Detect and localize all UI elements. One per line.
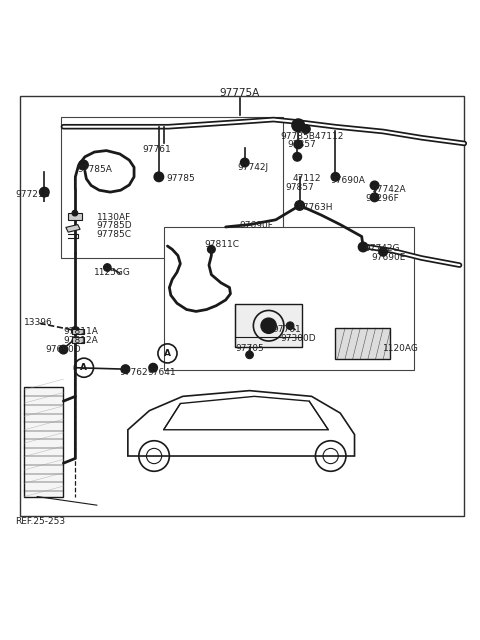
Text: 97761: 97761 [142, 145, 171, 154]
Text: 1120AG: 1120AG [383, 344, 419, 353]
Circle shape [39, 188, 49, 197]
Text: 97690A: 97690A [331, 176, 366, 185]
Bar [68, 213, 82, 220]
Circle shape [331, 173, 340, 181]
Bar [72, 337, 84, 343]
Text: 97811C: 97811C [204, 240, 239, 249]
Text: A: A [164, 349, 171, 358]
Circle shape [121, 365, 130, 374]
Circle shape [59, 346, 68, 354]
Text: 97296F: 97296F [365, 194, 399, 203]
Circle shape [359, 242, 368, 252]
Text: 97785: 97785 [166, 174, 195, 183]
Text: 97690D: 97690D [45, 345, 81, 354]
Circle shape [295, 201, 304, 210]
Text: 97701: 97701 [273, 325, 301, 334]
Circle shape [292, 119, 304, 131]
Text: 97641: 97641 [147, 368, 176, 377]
Text: 97300D: 97300D [281, 333, 316, 342]
Bar [21, 96, 464, 516]
Text: 97857: 97857 [285, 183, 314, 192]
Polygon shape [128, 390, 355, 456]
Bar [235, 304, 302, 348]
Circle shape [79, 160, 88, 170]
Text: 13396: 13396 [24, 318, 53, 327]
Circle shape [154, 172, 164, 182]
Text: 97785B47112: 97785B47112 [281, 132, 344, 141]
Text: 97785C: 97785C [97, 230, 132, 239]
Polygon shape [66, 225, 80, 232]
Bar [72, 328, 84, 334]
Circle shape [293, 152, 301, 161]
Circle shape [294, 140, 302, 148]
Text: 97785D: 97785D [97, 221, 132, 230]
Text: 97690F: 97690F [239, 221, 273, 230]
Text: 97742J: 97742J [238, 163, 269, 172]
Circle shape [207, 246, 215, 253]
Bar [336, 328, 390, 359]
Text: 47112: 47112 [292, 174, 321, 183]
Polygon shape [164, 396, 328, 430]
Text: 97857: 97857 [288, 140, 316, 149]
Circle shape [72, 210, 78, 216]
Circle shape [370, 181, 379, 189]
Text: 97690E: 97690E [371, 253, 406, 262]
Circle shape [286, 322, 294, 330]
Circle shape [379, 248, 387, 256]
Circle shape [240, 158, 249, 167]
Text: 97775A: 97775A [220, 88, 260, 99]
Circle shape [261, 318, 276, 333]
Circle shape [149, 364, 157, 372]
Text: 1125GG: 1125GG [95, 268, 132, 276]
Bar [164, 227, 414, 370]
Text: A: A [81, 364, 87, 372]
Text: 97812A: 97812A [63, 336, 98, 345]
Text: 1130AF: 1130AF [97, 213, 131, 222]
Bar [61, 117, 283, 258]
Circle shape [246, 351, 253, 358]
Text: 97763H: 97763H [297, 204, 333, 212]
Circle shape [301, 125, 310, 133]
Text: 97785A: 97785A [77, 165, 112, 174]
Text: 97742A: 97742A [371, 185, 406, 194]
Text: REF.25-253: REF.25-253 [15, 517, 65, 526]
Text: 97705: 97705 [235, 344, 264, 353]
Text: 97811A: 97811A [63, 328, 98, 337]
Text: 97742G: 97742G [364, 244, 399, 253]
Circle shape [370, 193, 379, 202]
Bar [24, 387, 63, 497]
Circle shape [104, 264, 111, 271]
Circle shape [72, 326, 79, 334]
Text: 97762: 97762 [120, 368, 148, 377]
Text: 97721B: 97721B [16, 191, 50, 200]
